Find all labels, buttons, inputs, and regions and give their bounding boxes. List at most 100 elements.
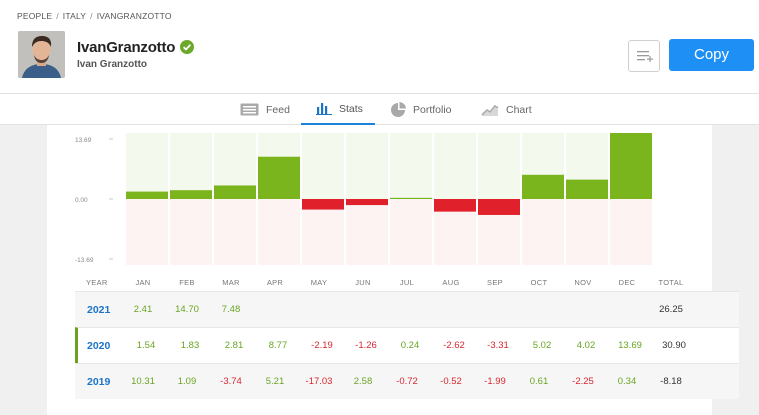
month-return-nov: [561, 292, 605, 327]
chart-negative-background: [170, 199, 212, 265]
breadcrumb: PEOPLE / ITALY / IVANGRANZOTTO: [17, 11, 172, 21]
table-row-2019[interactable]: 2019 10.31 1.09 -3.74 5.21 -17.03 2.58 -0.72 -0.…: [75, 363, 739, 399]
y-axis-tick-label: 13.69: [75, 137, 92, 144]
column-header-jan: JAN: [135, 277, 151, 287]
add-to-watchlist-button[interactable]: [628, 40, 660, 72]
month-return-jul: [385, 292, 429, 327]
month-return-nov: 4.02: [576, 340, 596, 351]
profile-username: IvanGranzotto: [77, 39, 176, 56]
month-return-sep: [473, 292, 517, 327]
month-return-may: [297, 292, 341, 327]
tab-chart-label: Chart: [506, 103, 532, 116]
chart-negative-background: [302, 199, 344, 265]
month-return-jun: -1.26: [355, 340, 377, 351]
year-total: 26.25: [659, 304, 683, 315]
month-return-sep: -3.31: [487, 340, 509, 351]
month-return-jan: 10.31: [131, 376, 155, 387]
month-return-mar: -3.74: [220, 376, 242, 387]
month-return-aug: -0.52: [440, 376, 462, 387]
year-link[interactable]: 2021: [87, 303, 111, 316]
stats-panel: 13.69 0.00 -13.69 YEAR JAN FEB MAR APR MAY JUN JU…: [47, 125, 739, 415]
month-return-apr: [253, 292, 297, 327]
month-return-feb: 14.70: [175, 304, 199, 315]
breadcrumb-country[interactable]: ITALY: [62, 11, 87, 21]
list-add-icon: [637, 51, 653, 62]
avatar[interactable]: [18, 31, 65, 78]
month-return-may: -2.19: [311, 340, 333, 351]
copy-button[interactable]: Copy: [669, 39, 754, 71]
month-return-oct: [517, 292, 561, 327]
month-return-jun: 2.58: [353, 376, 373, 387]
month-return-oct: 0.61: [529, 376, 549, 387]
year-total: 30.90: [662, 340, 686, 351]
month-return-may: -17.03: [305, 376, 333, 387]
tab-portfolio[interactable]: Portfolio: [390, 94, 452, 125]
table-row-2021[interactable]: 2021 2.41 14.70 7.48 26.25: [75, 291, 739, 327]
chart-positive-background: [390, 133, 432, 199]
column-header-jun: JUN: [355, 277, 371, 287]
monthly-returns-chart: 13.69 0.00 -13.69: [75, 133, 652, 265]
chart-bar-may: [302, 199, 344, 210]
breadcrumb-user[interactable]: IVANGRANZOTTO: [96, 11, 172, 21]
month-return-jan: 2.41: [133, 304, 153, 315]
chart-positive-background: [126, 133, 168, 199]
chart-negative-background: [214, 199, 256, 265]
breadcrumb-people[interactable]: PEOPLE: [17, 11, 53, 21]
breadcrumb-separator: /: [90, 11, 93, 21]
month-return-dec: 0.34: [617, 376, 637, 387]
portfolio-icon: [391, 101, 406, 117]
chart-negative-background: [258, 199, 300, 265]
chart-negative-background: [566, 199, 608, 265]
chart-negative-background: [522, 199, 564, 265]
column-header-aug: AUG: [442, 277, 460, 287]
chart-bar-mar: [214, 185, 256, 199]
chart-icon: [481, 104, 499, 116]
profile-full-name: Ivan Granzotto: [77, 59, 148, 70]
chart-bar-aug: [434, 199, 476, 212]
year-link[interactable]: 2019: [87, 375, 111, 388]
column-header-feb: FEB: [179, 277, 195, 287]
month-return-dec: [605, 292, 649, 327]
month-return-jul: 0.24: [400, 340, 420, 351]
monthly-returns-table: YEAR JAN FEB MAR APR MAY JUN JUL AUG SEP OCT NOV DEC…: [75, 273, 739, 399]
profile-tabs: Feed Stats Portfolio Chart: [0, 94, 759, 125]
table-header-row: YEAR JAN FEB MAR APR MAY JUN JUL AUG SEP OCT NOV DEC…: [75, 273, 739, 291]
chart-positive-background: [478, 133, 520, 199]
chart-bar-oct: [522, 174, 564, 199]
month-return-dec: 13.69: [618, 340, 642, 351]
year-link[interactable]: 2020: [87, 339, 111, 352]
chart-negative-background: [346, 199, 388, 265]
chart-negative-background: [390, 199, 432, 265]
chart-positive-background: [302, 133, 344, 199]
chart-bar-sep: [478, 199, 520, 215]
column-header-nov: NOV: [574, 277, 592, 287]
y-axis-tick-label: -13.69: [75, 257, 94, 264]
month-return-aug: [429, 292, 473, 327]
chart-positive-background: [346, 133, 388, 199]
chart-bar-jun: [346, 199, 388, 206]
chart-positive-background: [434, 133, 476, 199]
tab-stats-label: Stats: [339, 102, 363, 115]
column-header-may: MAY: [310, 277, 328, 287]
feed-icon: [240, 103, 259, 116]
column-header-dec: DEC: [618, 277, 636, 287]
tab-stats[interactable]: Stats: [301, 94, 375, 125]
tab-portfolio-label: Portfolio: [413, 103, 452, 116]
avatar-image: [18, 31, 65, 78]
table-row-2020[interactable]: 2020 1.54 1.83 2.81 8.77 -2.19 -1.26 0.24 -2.62 -…: [75, 327, 739, 363]
chart-bar-jan: [126, 191, 168, 199]
column-header-total: TOTAL: [658, 277, 684, 287]
tab-chart[interactable]: Chart: [481, 94, 532, 125]
month-return-nov: -2.25: [572, 376, 594, 387]
chart-bar-dec: [610, 133, 652, 199]
verified-badge-icon: [180, 40, 194, 54]
month-return-aug: -2.62: [443, 340, 465, 351]
chart-bar-apr: [258, 156, 300, 199]
month-return-feb: 1.83: [180, 340, 200, 351]
month-return-jul: -0.72: [396, 376, 418, 387]
column-header-sep: SEP: [487, 277, 503, 287]
column-header-year: YEAR: [86, 277, 108, 287]
month-return-mar: 2.81: [224, 340, 244, 351]
tab-feed[interactable]: Feed: [240, 94, 290, 125]
profile-header: PEOPLE / ITALY / IVANGRANZOTTO IvanGranzotto…: [0, 0, 759, 94]
